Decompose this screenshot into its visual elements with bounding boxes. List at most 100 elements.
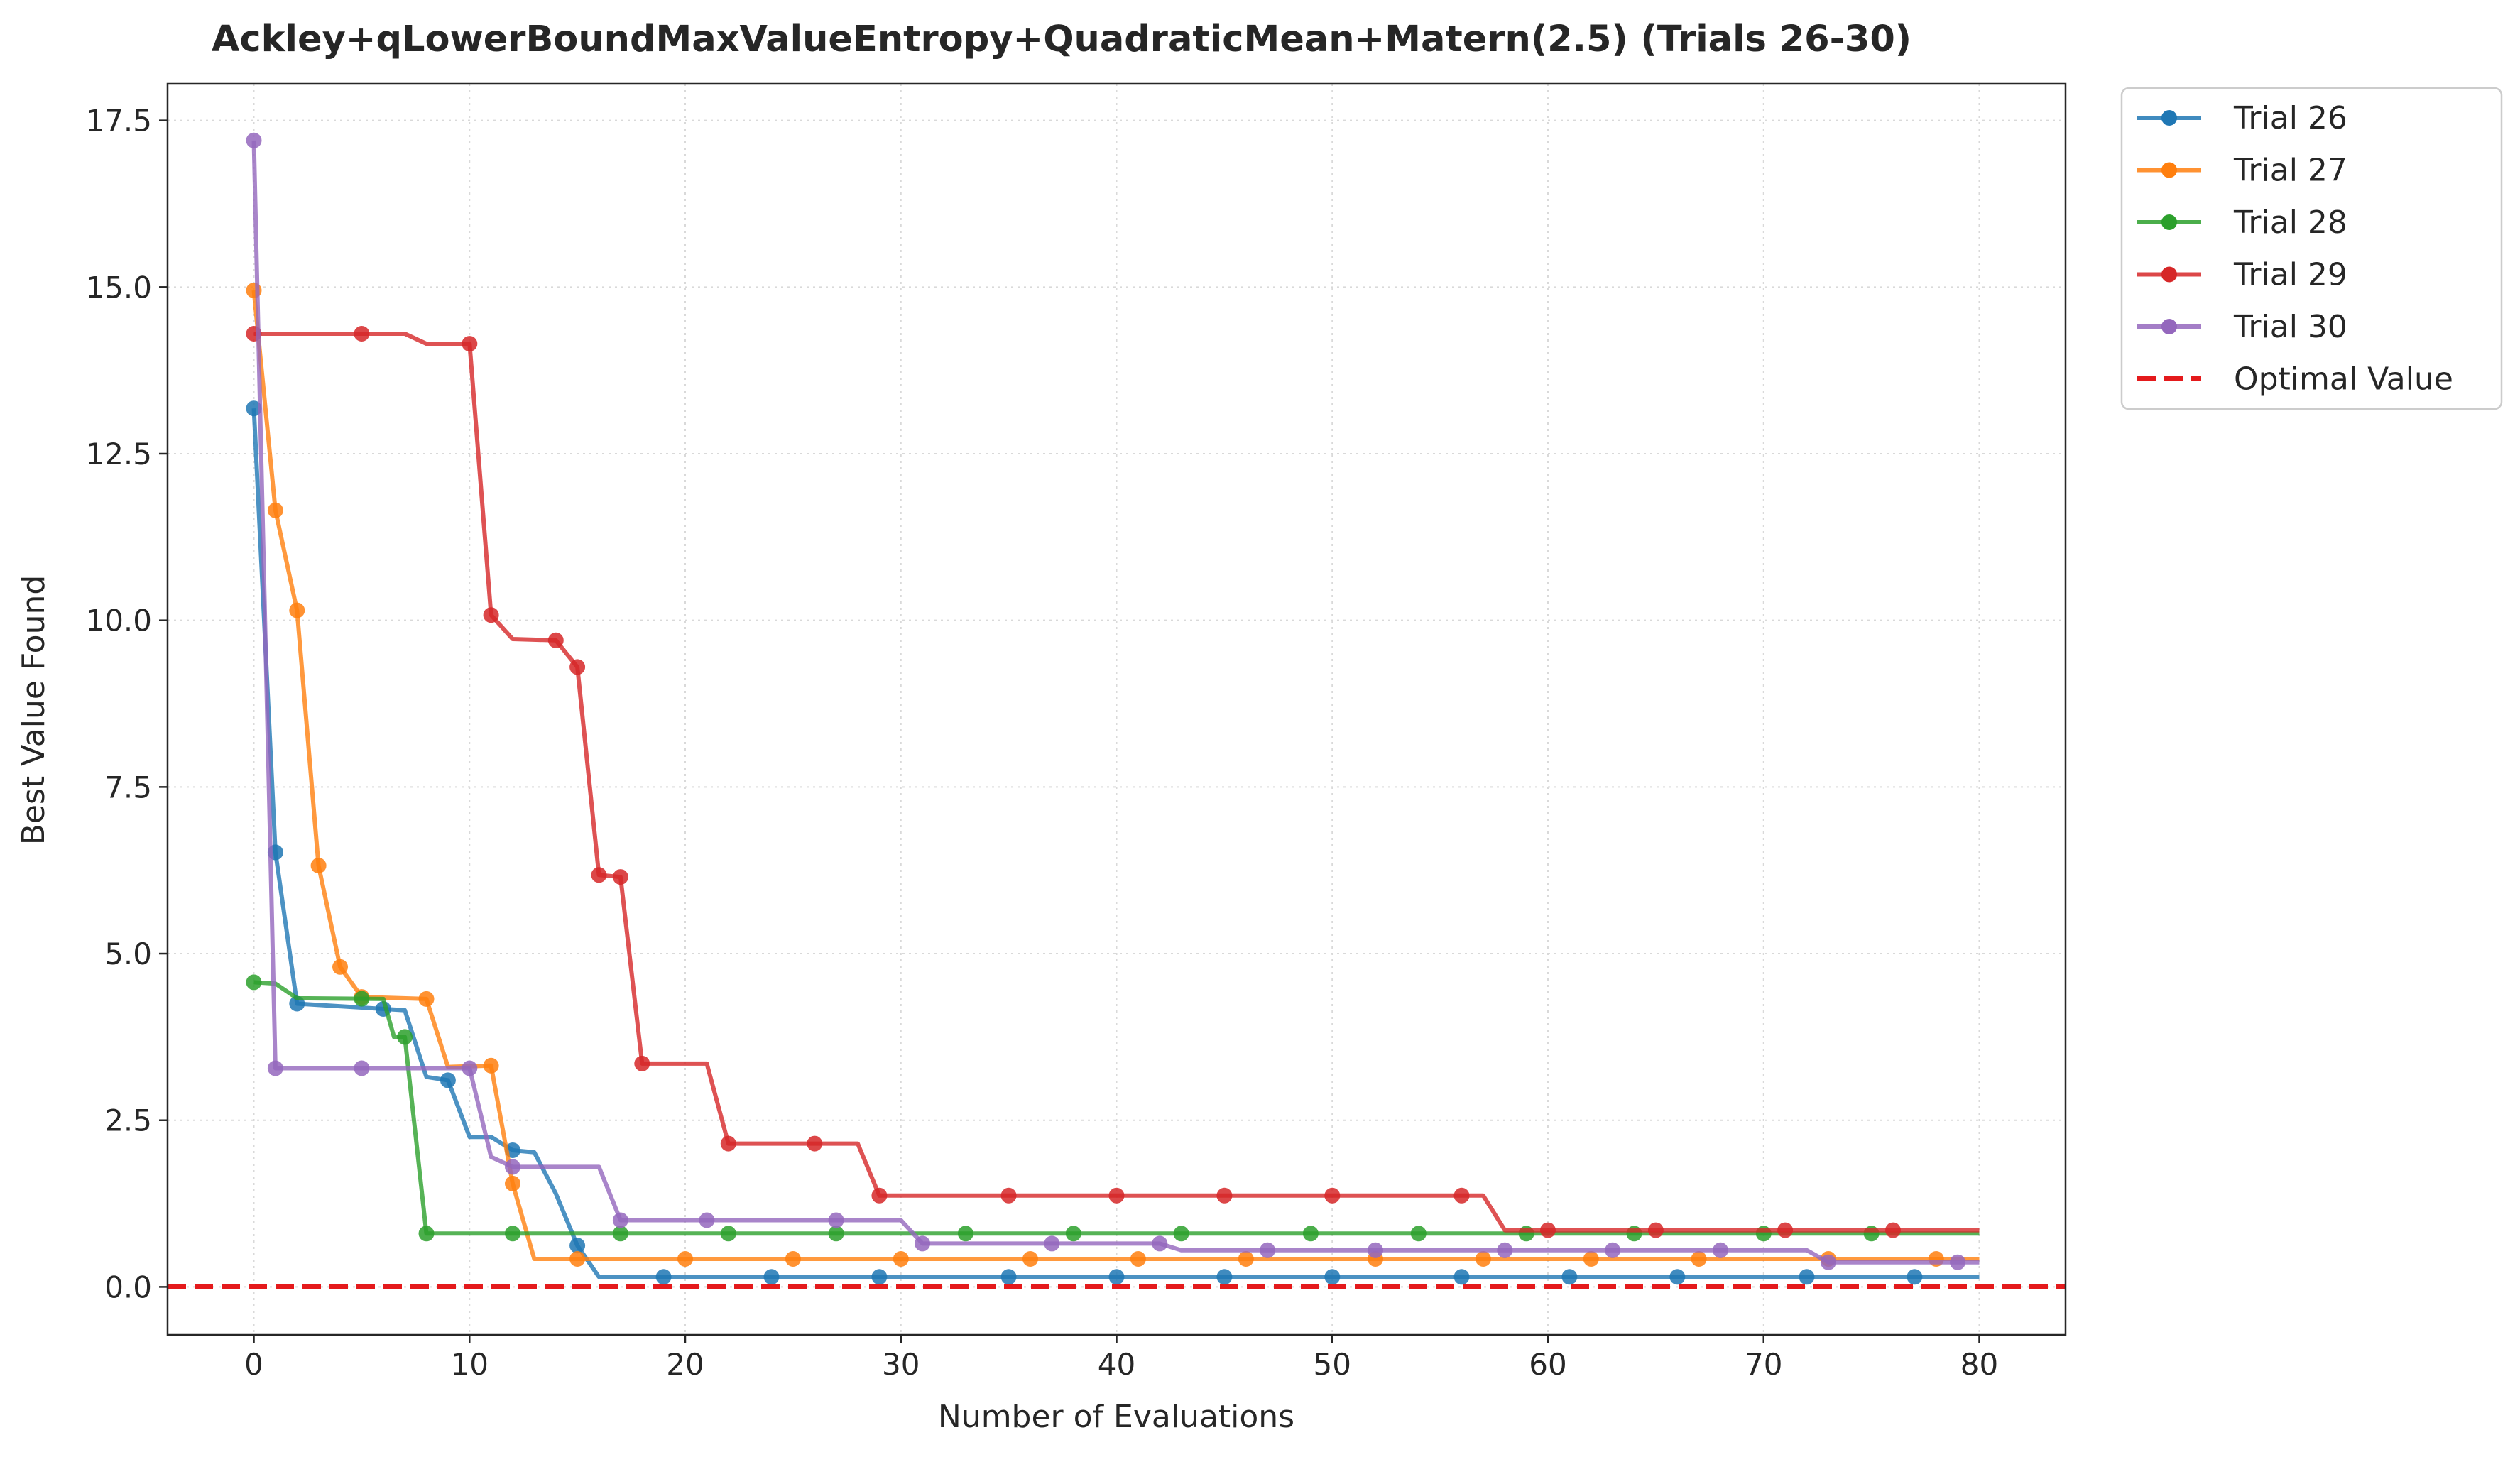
y-tick-label: 10.0 (85, 604, 152, 638)
x-tick-label: 40 (1098, 1347, 1135, 1382)
data-point (1691, 1251, 1707, 1267)
data-point (354, 991, 370, 1007)
data-point (267, 1060, 283, 1076)
legend-marker (2161, 214, 2177, 230)
data-point (612, 1212, 628, 1228)
data-point (893, 1251, 909, 1267)
data-point (785, 1251, 801, 1267)
data-point (1108, 1269, 1125, 1285)
legend-marker (2161, 110, 2177, 126)
series-trial-29 (246, 326, 1980, 1238)
data-point (655, 1269, 672, 1285)
data-point (1605, 1242, 1621, 1258)
data-point (483, 607, 499, 623)
data-point (569, 1238, 586, 1254)
data-point (1044, 1235, 1060, 1252)
data-point (1713, 1242, 1728, 1258)
data-point (720, 1135, 736, 1152)
y-tick-label: 5.0 (104, 937, 152, 971)
data-point (1561, 1269, 1578, 1285)
data-point (246, 400, 262, 417)
data-point (483, 1057, 499, 1074)
legend-item: Trial 26 (2137, 100, 2347, 136)
data-point (1108, 1187, 1125, 1204)
data-point (1950, 1254, 1966, 1270)
data-point (1302, 1226, 1319, 1242)
data-point (354, 326, 370, 342)
legend-label: Trial 30 (2233, 309, 2347, 345)
data-point (763, 1269, 780, 1285)
legend-label: Trial 29 (2233, 257, 2347, 293)
data-point (871, 1187, 888, 1204)
legend-item: Trial 29 (2137, 257, 2347, 293)
legend-label: Optimal Value (2234, 361, 2453, 398)
series-line (251, 290, 1980, 1261)
data-point (699, 1212, 715, 1228)
data-point (332, 959, 348, 975)
x-tick-label: 0 (244, 1347, 263, 1382)
data-point (1647, 1222, 1664, 1238)
data-point (505, 1175, 520, 1191)
data-point (1453, 1269, 1470, 1285)
data-point (1324, 1269, 1341, 1285)
y-tick-label: 17.5 (85, 104, 152, 138)
data-point (462, 336, 478, 352)
data-point (547, 632, 564, 648)
y-tick-label: 0.0 (104, 1270, 152, 1304)
legend-item: Trial 28 (2137, 204, 2347, 241)
data-point (1540, 1222, 1556, 1238)
data-point (440, 1072, 456, 1088)
legend-label: Trial 26 (2233, 100, 2347, 136)
x-tick-label: 60 (1529, 1347, 1566, 1382)
data-point (1368, 1242, 1383, 1258)
data-point (1130, 1251, 1146, 1267)
x-axis-label: Number of Evaluations (938, 1399, 1294, 1435)
data-point (246, 974, 262, 991)
data-point (1907, 1269, 1923, 1285)
legend-label: Trial 27 (2233, 153, 2347, 189)
data-point (828, 1226, 844, 1242)
data-point (591, 867, 607, 883)
data-point (246, 132, 262, 148)
data-point (677, 1251, 693, 1267)
data-point (807, 1135, 823, 1152)
data-point (569, 1251, 586, 1267)
data-point (462, 1060, 478, 1076)
data-point (915, 1235, 931, 1252)
data-point (1000, 1187, 1017, 1204)
data-point (612, 869, 628, 885)
data-point (1216, 1187, 1233, 1204)
data-point (354, 1060, 370, 1076)
data-point (1777, 1222, 1794, 1238)
data-point (505, 1159, 520, 1175)
y-tick-label: 15.0 (85, 270, 152, 305)
data-point (397, 1029, 413, 1045)
data-point (1238, 1251, 1254, 1267)
data-point (1152, 1235, 1168, 1252)
data-point (569, 659, 586, 675)
data-point (828, 1212, 844, 1228)
y-tick-label: 2.5 (104, 1103, 152, 1138)
data-point (1820, 1254, 1836, 1270)
legend-marker (2161, 266, 2177, 283)
data-point (1216, 1269, 1233, 1285)
data-point (1000, 1269, 1017, 1285)
y-tick-label: 7.5 (104, 770, 152, 804)
data-point (1475, 1251, 1491, 1267)
data-point (418, 991, 435, 1007)
data-point (1669, 1269, 1686, 1285)
x-tick-label: 50 (1314, 1347, 1351, 1382)
data-point (612, 1226, 628, 1242)
legend: Trial 26 Trial 27 Trial 28 Trial 29 Trial 30… (2120, 87, 2503, 410)
data-point (720, 1226, 736, 1242)
series-line (251, 140, 1980, 1265)
y-tick-label: 12.5 (85, 437, 152, 471)
data-point (957, 1226, 973, 1242)
x-tick-label: 80 (1960, 1347, 1998, 1382)
data-point (289, 602, 305, 618)
grid (168, 84, 2066, 1335)
data-point (1583, 1251, 1599, 1267)
legend-item: Trial 27 (2137, 153, 2347, 189)
data-point (1173, 1226, 1189, 1242)
